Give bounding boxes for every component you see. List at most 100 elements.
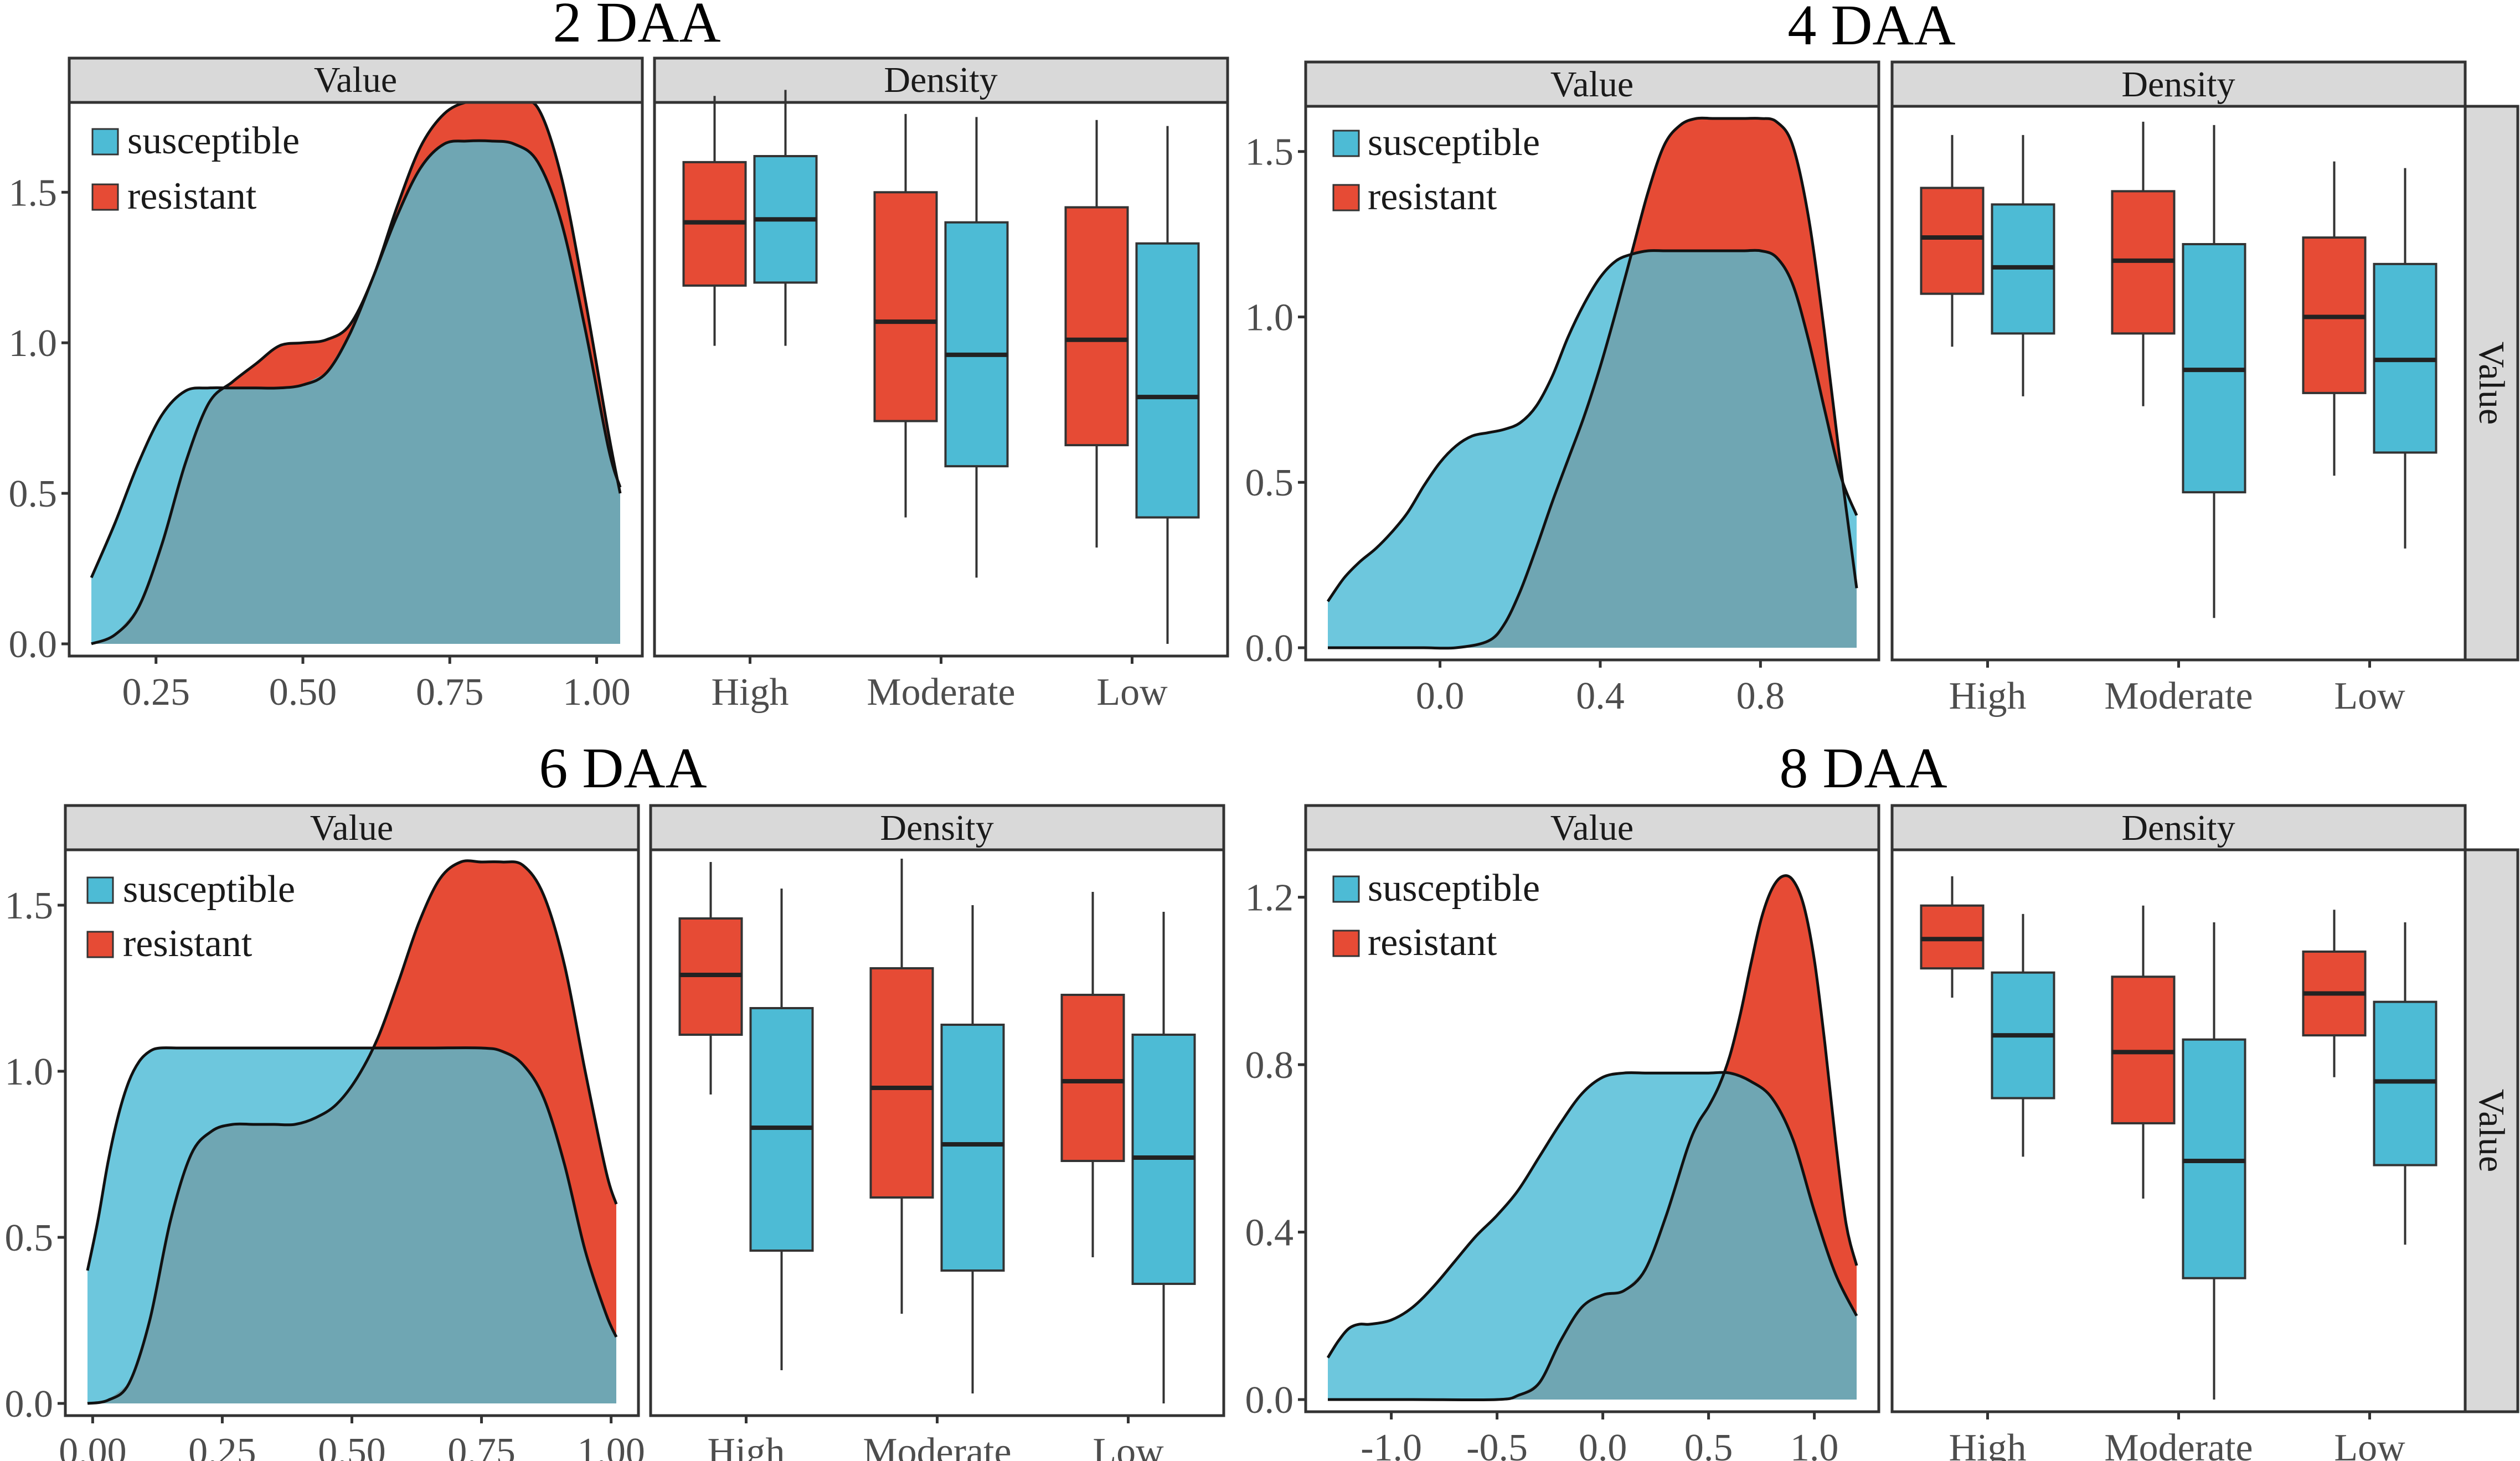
susceptible-curve-6daa [86,1046,618,1338]
y-tick-label-4daa: 1.5 [1245,131,1294,174]
strip-label-density-6daa: Density [880,808,993,848]
legend-key-resistant-8daa [1332,930,1360,957]
y-tick-label-6daa: 1.0 [5,1051,54,1093]
strip-label-value-8daa: Value [1550,808,1633,848]
box-susceptible-moderate-6daa [940,905,1005,1393]
susceptible-curve-8daa [1326,1071,1858,1359]
boxplots-8daa [1920,876,2437,1400]
box-body [944,221,1009,468]
legend-2daa: susceptible resistant [91,120,300,218]
strip-label-value-4daa: Value [1550,64,1633,105]
side-strip-4daa [2464,105,2519,662]
title-8daa: 8 DAA [1779,736,1947,800]
density-panel-frame-2daa [68,101,644,658]
box-resistant-high-8daa [1920,876,1985,998]
x-tick-label-4daa: 0.8 [1736,675,1785,717]
legend-label-resistant-6daa: resistant [123,922,252,965]
y-tick-label-6daa: 0.0 [5,1383,54,1426]
legend-label-susceptible-2daa: susceptible [127,120,300,162]
y-tick-label-6daa: 1.5 [5,885,54,927]
box-susceptible-low-4daa [2373,168,2437,549]
facet-6daa: 6 DAA Value Density 0.0 0.5 1.0 1.5 0.00 0.2… [5,736,1225,1461]
side-strip-label-8daa: Value [2471,1089,2512,1172]
resistant-curve-6daa [87,859,618,1405]
box-x-axis-8daa: High Moderate Low [1949,1412,2405,1461]
legend-key-susceptible-2daa [91,128,119,156]
legend-label-resistant-4daa: resistant [1368,175,1497,218]
x-tick-label-6daa: 0.00 [59,1431,127,1461]
strip-density-8daa [1890,804,2467,851]
strip-label-density-8daa: Density [2121,808,2235,848]
x-tick-label-8daa: 0.5 [1684,1427,1733,1461]
strip-value-2daa [68,56,644,104]
y-tick-label-6daa: 0.5 [5,1217,54,1259]
legend-label-susceptible-8daa: susceptible [1368,867,1540,910]
x-tick-label-2daa: 0.50 [269,671,337,714]
y-tick-label-8daa: 1.2 [1245,877,1294,920]
x-tick-label-2daa: 0.25 [122,671,190,714]
box-resistant-low-2daa [1064,120,1129,548]
density-panel-frame-8daa [1304,848,1880,1413]
x-tick-label-8daa: -0.5 [1466,1427,1528,1461]
side-strip-label-4daa: Value [2471,342,2512,425]
title-4daa: 4 DAA [1787,0,1955,57]
box-body [1920,187,1985,295]
y-tick-label-8daa: 0.4 [1245,1212,1294,1255]
box-resistant-moderate-8daa [2111,905,2176,1199]
y-tick-label-8daa: 0.0 [1245,1379,1294,1422]
x-tick-label-4daa: 0.4 [1576,675,1625,717]
x-axis-8daa: -1.0 -0.5 0.0 0.5 1.0 [1361,1412,1838,1461]
y-tick-label-8daa: 0.8 [1245,1044,1294,1087]
y-tick-label-2daa: 0.5 [9,473,58,515]
strip-label-density-4daa: Density [2121,64,2235,105]
y-axis-2daa: 0.0 0.5 1.0 1.5 [9,172,69,666]
x-tick-label-6daa: 0.75 [447,1431,516,1461]
overlap-area-4daa [1328,251,1857,648]
box-resistant-high-2daa [682,96,747,346]
legend-label-resistant-2daa: resistant [127,175,257,218]
category-label-low-2daa: Low [1096,671,1168,714]
category-label-low-4daa: Low [2334,675,2405,717]
legend-label-susceptible-4daa: susceptible [1368,121,1540,164]
category-label-moderate-2daa: Moderate [867,671,1015,714]
y-axis-4daa: 0.0 0.5 1.0 1.5 [1245,131,1306,670]
density-area-4daa [1326,116,1858,650]
x-tick-label-4daa: 0.0 [1416,675,1465,717]
box-susceptible-high-4daa [1991,135,2055,396]
y-axis-6daa: 0.0 0.5 1.0 1.5 [5,885,65,1426]
legend-key-resistant-6daa [86,931,114,958]
y-tick-label-2daa: 1.0 [9,322,58,365]
strip-label-density-2daa: Density [884,60,997,100]
y-axis-8daa: 0.0 0.4 0.8 1.2 [1245,877,1306,1422]
category-label-moderate-4daa: Moderate [2104,675,2253,717]
category-label-moderate-8daa: Moderate [2104,1427,2253,1461]
boxplots-6daa [678,859,1196,1403]
y-tick-label-4daa: 0.0 [1245,627,1294,670]
box-x-axis-6daa: High Moderate Low [708,1416,1164,1461]
box-body [1135,242,1200,519]
side-strip-8daa [2464,848,2519,1413]
legend-key-susceptible-6daa [86,876,114,904]
x-tick-label-2daa: 1.00 [563,671,631,714]
x-tick-label-6daa: 0.25 [188,1431,256,1461]
resistant-curve-4daa [1328,116,1858,650]
overlap-area-6daa [87,1048,616,1403]
facet-4daa: 4 DAA Value Density 0.00.51.01.5 0.0 0.4 0… [1245,0,2519,717]
x-axis-4daa: 0.0 0.4 0.8 [1416,660,1785,717]
box-body [940,1024,1005,1272]
x-tick-label-8daa: -1.0 [1361,1427,1422,1461]
boxplots-2daa [682,90,1200,644]
box-susceptible-high-2daa [753,90,818,346]
strip-density-4daa [1890,60,2467,108]
x-tick-label-8daa: 0.0 [1579,1427,1627,1461]
title-2daa: 2 DAA [553,0,720,54]
legend-label-resistant-8daa: resistant [1368,921,1497,964]
box-susceptible-low-2daa [1135,126,1200,644]
legend-6daa: susceptible resistant [86,868,295,965]
x-tick-label-6daa: 1.00 [577,1431,645,1461]
legend-8daa: susceptible resistant [1332,867,1540,964]
box-susceptible-high-6daa [749,889,814,1370]
strip-label-value-6daa: Value [310,808,393,848]
legend-key-resistant-2daa [91,183,119,211]
overlap-area-2daa [91,141,620,644]
